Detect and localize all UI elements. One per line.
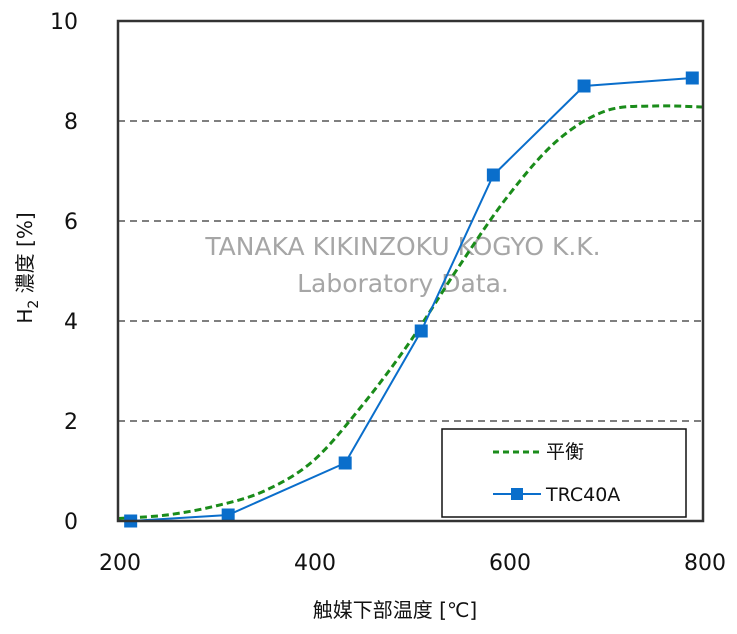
legend: 平衡 TRC40A bbox=[441, 428, 687, 518]
x-tick-label: 400 bbox=[294, 551, 336, 576]
trc40a-marker bbox=[685, 71, 699, 85]
equilibrium-curve bbox=[117, 104, 704, 520]
trc40a-marker bbox=[338, 456, 352, 470]
x-axis-title: 触媒下部温度 [℃] bbox=[313, 598, 477, 622]
y-axis-title-rest: 濃度 [%] bbox=[13, 212, 37, 299]
data-series bbox=[117, 71, 704, 528]
y-axis-title: H2 濃度 [%] bbox=[13, 212, 42, 323]
legend-trc40a-marker-icon bbox=[511, 488, 523, 500]
trc40a-marker bbox=[221, 508, 235, 522]
watermark-line-2: Laboratory Data. bbox=[297, 269, 509, 298]
legend-trc40a-label: TRC40A bbox=[545, 484, 620, 506]
legend-equilibrium-label: 平衡 bbox=[546, 441, 584, 463]
y-tick-label: 8 bbox=[64, 110, 78, 135]
y-tick-label: 2 bbox=[64, 410, 78, 435]
trc40a-marker bbox=[414, 324, 428, 338]
y-tick-label: 4 bbox=[64, 310, 78, 335]
x-tick-label: 200 bbox=[99, 551, 141, 576]
watermark: TANAKA KIKINZOKU KOGYO K.K. Laboratory D… bbox=[204, 232, 600, 298]
y-tick-label: 10 bbox=[50, 10, 78, 35]
y-axis-ticks: 0 2 4 6 8 10 bbox=[50, 10, 78, 535]
y-tick-label: 6 bbox=[64, 210, 78, 235]
plot-area-frame bbox=[116, 19, 705, 523]
trc40a-marker bbox=[577, 79, 591, 93]
x-axis-ticks: 200 400 600 800 bbox=[99, 551, 726, 576]
trc40a-marker bbox=[486, 168, 500, 182]
x-tick-label: 600 bbox=[489, 551, 531, 576]
legend-box bbox=[441, 428, 687, 518]
watermark-line-1: TANAKA KIKINZOKU KOGYO K.K. bbox=[204, 232, 600, 261]
y-tick-label: 0 bbox=[64, 510, 78, 535]
gridlines bbox=[118, 120, 703, 422]
y-axis-title-h: H bbox=[13, 309, 37, 324]
x-tick-label: 800 bbox=[684, 551, 726, 576]
y-axis-title-sub: 2 bbox=[26, 300, 42, 309]
